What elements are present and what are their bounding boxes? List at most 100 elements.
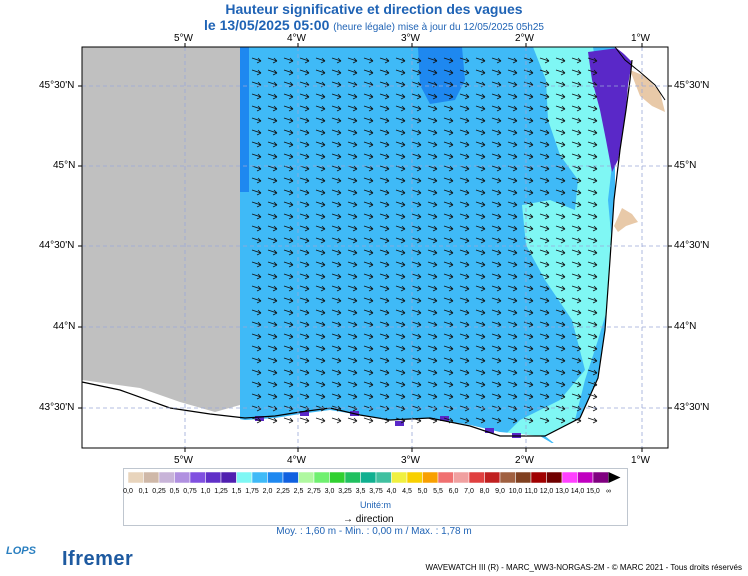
wave-arrow [331,129,342,136]
wave-arrow [363,201,374,208]
wave-arrow [283,129,294,136]
wave-arrow [267,201,278,208]
wave-arrow [363,261,374,268]
wave-arrow [507,333,518,340]
wave-arrow [507,321,518,328]
wave-arrow [331,117,342,124]
wave-arrow [507,357,518,364]
wave-arrow [347,405,358,412]
lon-label-bottom: 5°W [174,455,193,466]
wave-arrow [491,309,502,316]
wave-arrow [347,129,358,136]
legend-tick-label: 3,25 [338,488,352,495]
wave-arrow [251,405,262,412]
wave-arrow [443,249,454,256]
wave-arrow [523,57,534,64]
wave-arrow [475,201,486,208]
wave-arrow [539,189,550,196]
wave-arrow [299,69,310,76]
wave-arrow [523,129,534,136]
wave-arrow [507,129,518,136]
wave-arrow [299,165,310,172]
wave-arrow [251,369,262,376]
wave-arrow [587,165,598,172]
wave-arrow [379,345,390,352]
wave-arrow [267,153,278,160]
wave-arrow [507,237,518,244]
wave-arrow [363,237,374,244]
wave-arrow [379,405,390,412]
lat-label-right: 44°N [674,321,697,332]
wave-arrow [267,417,278,424]
legend-swatch [515,471,532,484]
wave-arrow [491,93,502,100]
wave-arrow [347,117,358,124]
wave-arrow [427,201,438,208]
wave-arrow [267,333,278,340]
wave-arrow [283,93,294,100]
legend-swatch [143,471,160,484]
lat-label-left: 45°N [53,160,76,171]
land-mask-west [82,47,240,380]
wave-arrow [379,357,390,364]
wave-arrow [459,57,470,64]
wave-arrow [411,405,422,412]
wave-arrow [411,213,422,220]
wave-arrow [507,213,518,220]
wave-arrow [587,345,598,352]
wave-arrow [523,189,534,196]
wave-arrow [331,393,342,400]
wave-arrow [491,69,502,76]
wave-arrow [379,189,390,196]
wave-arrow [363,285,374,292]
legend-swatch [360,471,377,484]
wave-arrow [267,129,278,136]
wave-arrow [491,213,502,220]
wave-arrow [475,333,486,340]
wave-arrow [491,105,502,112]
wave-arrow [347,141,358,148]
wave-arrow [395,177,406,184]
wave-arrow [267,141,278,148]
wave-arrow [507,369,518,376]
wave-arrow [491,405,502,412]
wave-arrow [555,141,566,148]
wave-arrow [555,405,566,412]
wave-arrow [299,381,310,388]
wave-arrow [347,249,358,256]
wave-arrow [315,69,326,76]
wave-arrow [475,129,486,136]
wave-arrow [299,333,310,340]
legend-tick-label: 1,25 [214,488,228,495]
wave-arrow [267,369,278,376]
wave-arrow [427,393,438,400]
wave-arrow [363,297,374,304]
wave-arrow [267,249,278,256]
arrow-icon: → [343,514,353,525]
wave-arrow [587,357,598,364]
wave-arrow [411,273,422,280]
wave-arrow [523,393,534,400]
wave-arrow [395,357,406,364]
legend-swatch [577,471,594,484]
wave-arrow [491,153,502,160]
legend-swatch [344,471,361,484]
wave-arrow [443,129,454,136]
wave-arrow [427,225,438,232]
wave-arrow [571,249,582,256]
wave-arrow [299,345,310,352]
wave-arrow [475,141,486,148]
wave-arrow [331,309,342,316]
wave-arrow [427,309,438,316]
wave-arrow [251,345,262,352]
wave-arrow [331,357,342,364]
wave-arrow [427,177,438,184]
wave-arrow [331,225,342,232]
wave-arrow [395,381,406,388]
wave-arrow [283,237,294,244]
wave-arrow [523,141,534,148]
wave-arrow [347,393,358,400]
wave-arrow [491,357,502,364]
wave-arrow [427,285,438,292]
wave-arrow [539,357,550,364]
